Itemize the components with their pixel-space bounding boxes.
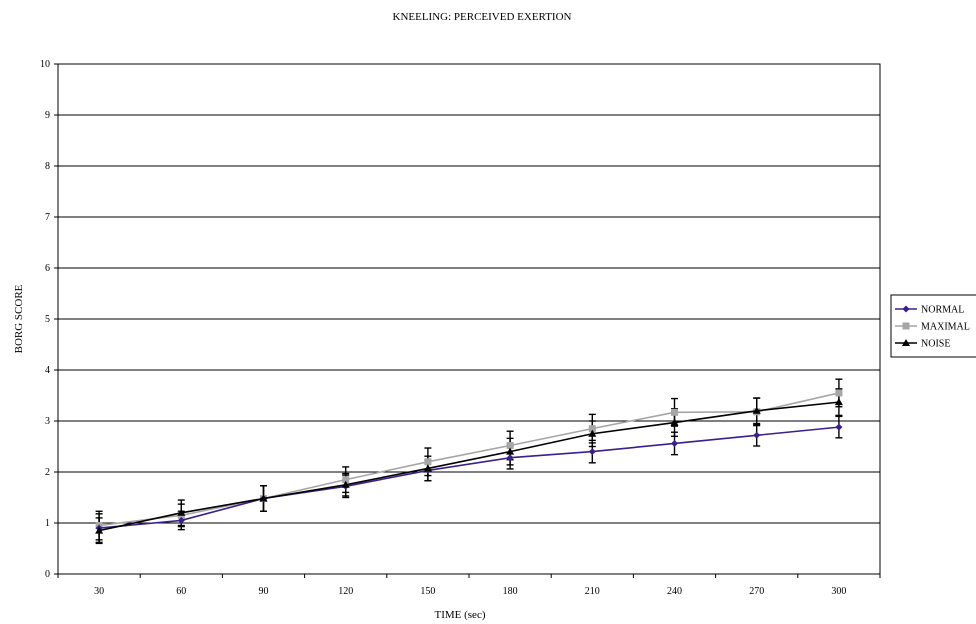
y-tick-label: 3 (45, 416, 50, 427)
data-point-noise (506, 447, 515, 455)
legend-label-noise: NOISE (921, 339, 950, 350)
data-point-normal (753, 431, 761, 439)
data-point-maximal (506, 441, 514, 449)
series-line-normal (99, 426, 839, 529)
y-tick-label: 8 (45, 161, 50, 172)
data-point-noise (259, 494, 268, 502)
y-tick-label: 10 (40, 59, 50, 70)
x-axis-label: TIME (sec) (434, 609, 485, 621)
data-point-maximal (588, 425, 596, 433)
series-line-maximal (99, 392, 840, 527)
data-point-noise (752, 406, 761, 414)
data-point-noise (588, 429, 597, 437)
x-tick-label: 60 (176, 586, 186, 597)
legend-marker-normal (902, 305, 910, 313)
data-point-noise (834, 398, 843, 406)
data-point-normal (506, 454, 514, 462)
legend-label-normal: NORMAL (921, 305, 964, 316)
y-axis-label: BORG SCORE (13, 284, 25, 353)
x-tick-label: 180 (503, 586, 518, 597)
legend-label-maximal: MAXIMAL (921, 322, 970, 333)
data-point-maximal (424, 458, 432, 466)
x-tick-label: 150 (420, 586, 435, 597)
y-tick-label: 4 (45, 365, 50, 376)
x-tick-label: 300 (831, 586, 846, 597)
data-point-noise (670, 418, 679, 426)
data-point-normal (588, 448, 596, 456)
y-tick-label: 7 (45, 212, 50, 223)
y-tick-label: 5 (45, 314, 50, 325)
x-tick-label: 210 (585, 586, 600, 597)
data-point-noise (177, 508, 186, 516)
data-point-normal (671, 439, 678, 447)
y-tick-label: 2 (45, 467, 50, 478)
data-point-maximal (342, 476, 350, 484)
x-tick-label: 30 (94, 586, 104, 597)
data-point-noise (95, 526, 104, 534)
legend-marker-noise (902, 339, 910, 346)
data-point-maximal (671, 408, 678, 416)
data-point-noise (341, 480, 350, 488)
y-tick-label: 9 (45, 110, 50, 121)
y-tick-label: 6 (45, 263, 50, 274)
x-tick-label: 240 (667, 586, 682, 597)
x-tick-label: 270 (749, 586, 764, 597)
x-tick-label: 120 (338, 586, 353, 597)
y-tick-label: 1 (45, 518, 50, 529)
chart-title: KNEELING: PERCEIVED EXERTION (393, 11, 572, 23)
data-point-normal (835, 423, 843, 431)
x-tick-label: 90 (259, 586, 269, 597)
data-point-maximal (835, 389, 843, 397)
legend-marker-maximal (902, 322, 910, 330)
y-tick-label: 0 (45, 569, 50, 580)
series-line-noise (98, 401, 839, 532)
data-point-normal (177, 516, 185, 524)
data-point-noise (423, 464, 432, 472)
